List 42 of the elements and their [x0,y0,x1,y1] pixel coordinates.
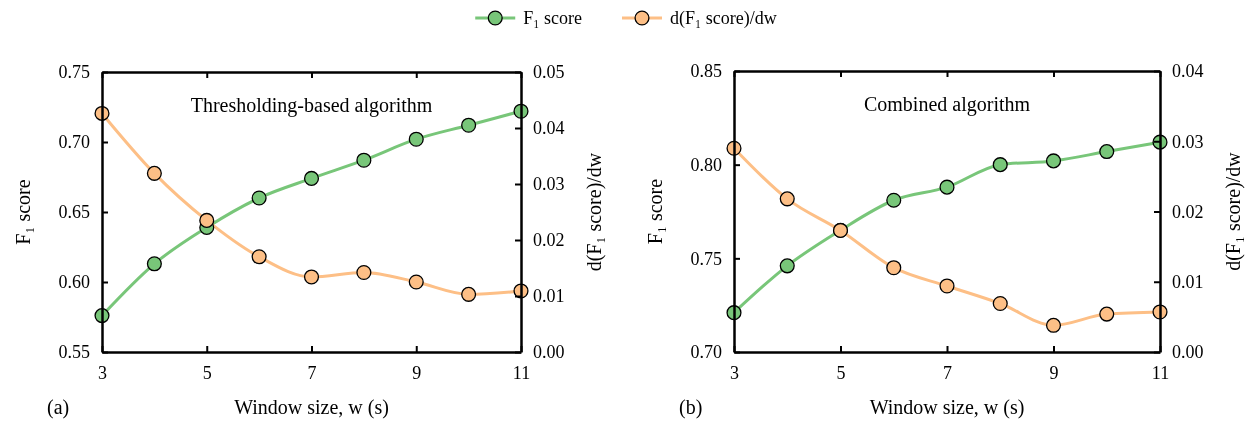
text: (a) [47,396,70,419]
y-tick-label: 0.70 [58,132,90,153]
y2-tick-label: 0.00 [1172,342,1204,363]
x-tick-label: 9 [1049,362,1059,383]
x-tick-label: 3 [98,362,107,383]
y2-tick-label: 0.03 [1172,131,1204,152]
x-tick-label: 7 [943,362,952,383]
legend-label: d(F₁ score)/dw [670,8,777,29]
y2-axis-title: d(F₁ score)/dw [1222,151,1245,271]
y-axis-title: F₁ score [644,178,666,245]
y2-tick-label: 0.02 [533,230,565,251]
y-tick-label: 0.55 [58,342,90,363]
y-axis-title: F₁ score [12,179,34,245]
legend-label: F₁ score [523,8,583,28]
y-tick-label: 0.65 [58,202,90,223]
y2-tick-label: 0.03 [533,174,565,195]
y2-tick-label: 0.02 [1172,201,1204,222]
y2-tick-label: 0.05 [533,62,565,83]
y-tick-label: 0.75 [58,62,90,83]
x-tick-label: 9 [412,362,422,383]
y2-axis-title: d(F₁ score)/dw [583,152,606,272]
x-tick-label: 11 [1151,362,1170,383]
y2-tick-label: 0.04 [1172,61,1204,82]
y2-tick-label: 0.01 [1172,272,1204,293]
y-tick-label: 0.80 [690,154,722,175]
y2-tick-label: 0.01 [533,286,565,307]
x-tick-label: 11 [512,362,531,383]
y2-tick-label: 0.04 [533,118,565,139]
y-tick-label: 0.60 [58,272,90,293]
x-tick-label: 5 [836,362,846,383]
y-tick-label: 0.85 [690,61,722,82]
y-tick-label: 0.75 [690,248,722,269]
x-axis-title: Window size, w (s) [869,396,1025,419]
text: Thresholding-based algorithm [190,94,433,117]
y2-tick-label: 0.00 [533,342,565,363]
x-tick-label: 5 [202,362,212,383]
text: (b) [679,396,703,419]
y-tick-label: 0.70 [690,342,722,363]
x-axis-title: Window size, w (s) [234,396,389,419]
text: Combined algorithm [863,93,1031,116]
x-tick-label: 3 [730,362,739,383]
x-tick-label: 7 [307,362,317,383]
